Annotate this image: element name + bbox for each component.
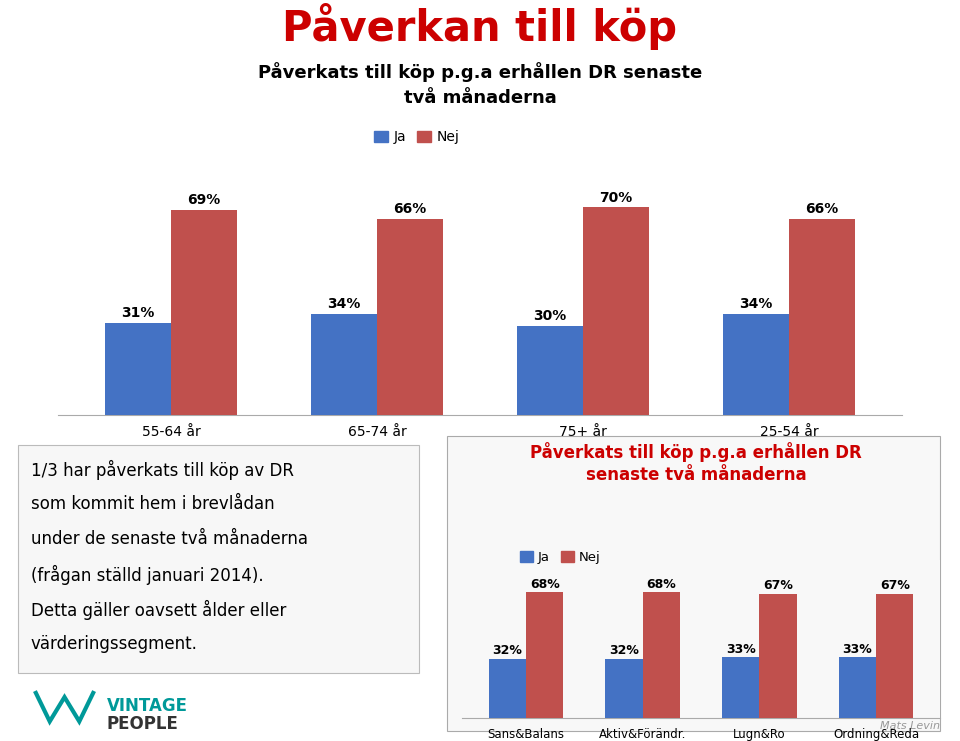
Legend: Ja, Nej: Ja, Nej <box>369 124 466 150</box>
Bar <box>583 207 649 415</box>
Text: (frågan ställd januari 2014).: (frågan ställd januari 2014). <box>31 565 263 585</box>
Text: 34%: 34% <box>739 297 773 311</box>
Text: Mats Levin: Mats Levin <box>880 720 940 731</box>
Text: under de senaste två månaderna: under de senaste två månaderna <box>31 530 308 548</box>
Text: Påverkats till köp p.g.a erhållen DR
senaste två månaderna: Påverkats till köp p.g.a erhållen DR sen… <box>530 442 862 484</box>
Text: 34%: 34% <box>327 297 361 311</box>
FancyBboxPatch shape <box>446 436 940 731</box>
Text: Påverkats till köp p.g.a erhållen DR senaste
två månaderna: Påverkats till köp p.g.a erhållen DR sen… <box>258 62 702 107</box>
Bar <box>105 323 171 415</box>
Text: 66%: 66% <box>394 202 426 216</box>
Bar <box>517 326 583 415</box>
Bar <box>171 210 237 415</box>
Text: VINTAGE: VINTAGE <box>107 697 188 715</box>
Bar <box>789 219 855 415</box>
Text: 66%: 66% <box>805 202 839 216</box>
Text: som kommit hem i brevlådan: som kommit hem i brevlådan <box>31 495 275 513</box>
Text: 70%: 70% <box>599 190 633 205</box>
Text: PEOPLE: PEOPLE <box>107 716 179 734</box>
Text: Detta gäller oavsett ålder eller: Detta gäller oavsett ålder eller <box>31 600 286 620</box>
Text: Påverkan till köp: Påverkan till köp <box>282 3 678 50</box>
Bar <box>377 219 443 415</box>
Legend: Ja, Nej: Ja, Nej <box>515 546 606 569</box>
Text: 31%: 31% <box>121 306 155 320</box>
Text: 69%: 69% <box>187 193 221 207</box>
Text: 30%: 30% <box>534 309 566 323</box>
Bar <box>311 314 377 415</box>
Text: värderingssegment.: värderingssegment. <box>31 635 198 653</box>
Text: 1/3 har påverkats till köp av DR: 1/3 har påverkats till köp av DR <box>31 460 294 480</box>
Bar <box>723 314 789 415</box>
FancyBboxPatch shape <box>18 445 420 673</box>
